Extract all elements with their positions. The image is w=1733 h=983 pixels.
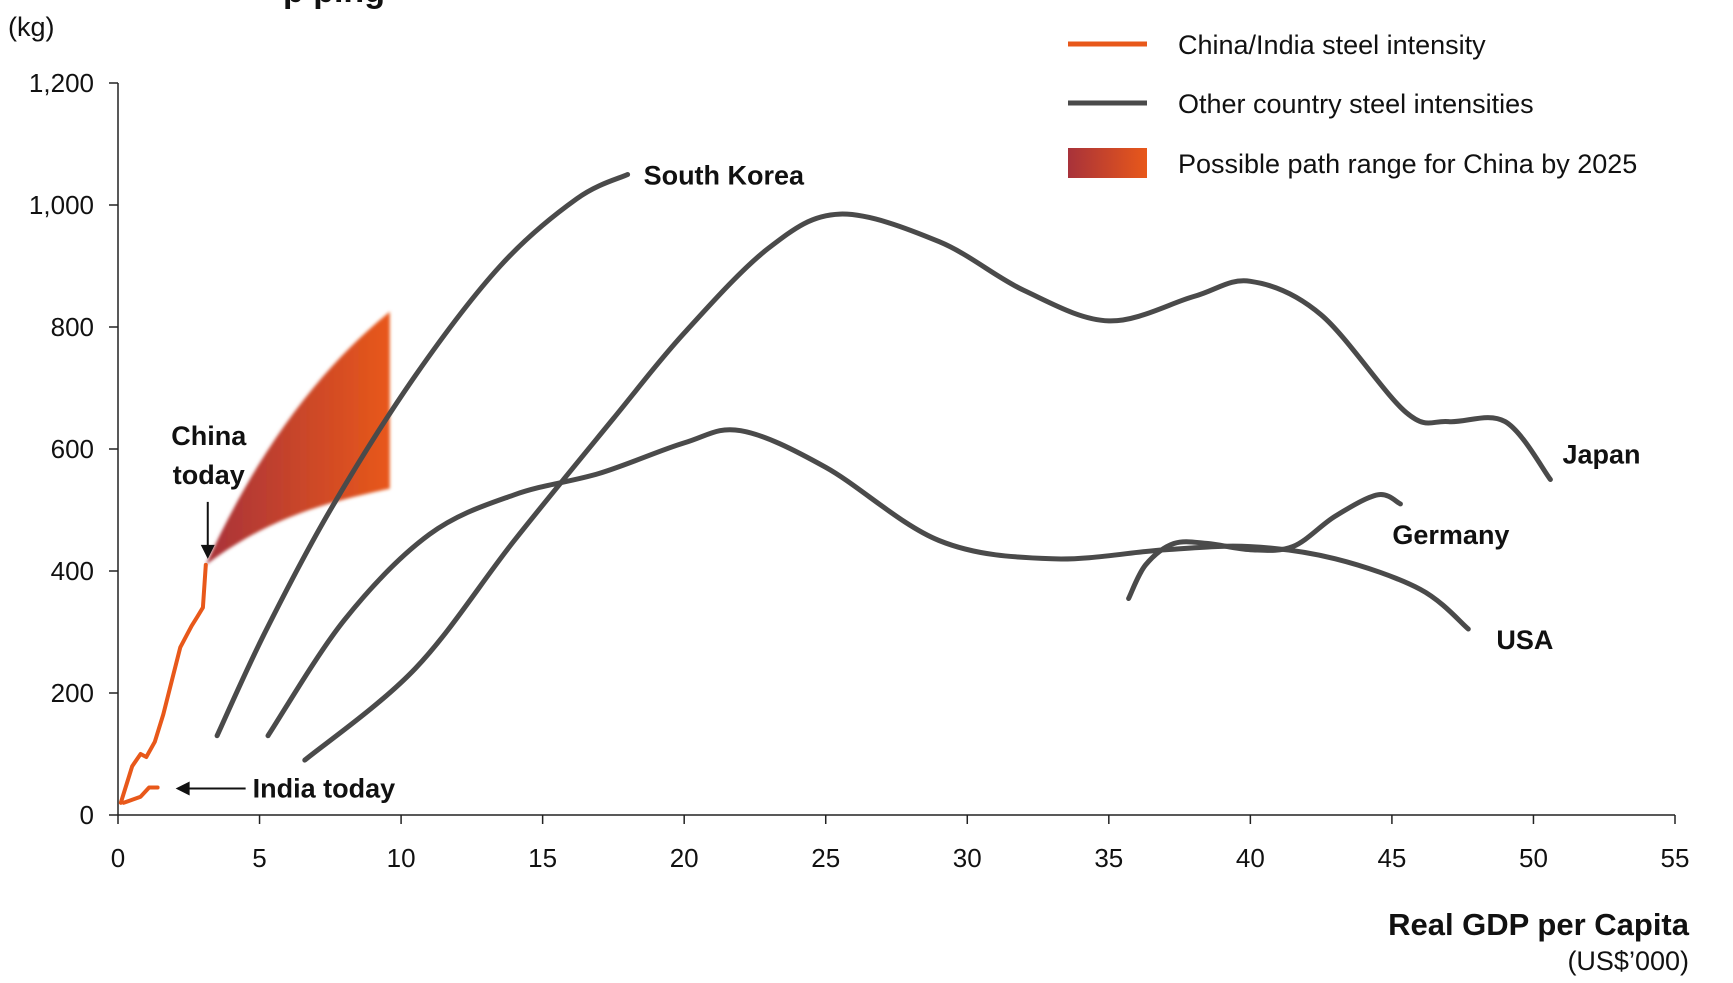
x-tick-label: 10 [387,843,416,873]
x-tick-label: 40 [1236,843,1265,873]
series-lines [118,172,1553,805]
x-tick-label: 0 [111,843,125,873]
x-axis-title: Real GDP per Capita [1388,907,1690,942]
annotation-china-today-line: today [173,460,245,490]
range-area-shape [205,311,390,565]
label-usa: USA [1496,625,1553,655]
y-axis-unit-label: (kg) [8,12,55,42]
x-tick-label: 35 [1094,843,1123,873]
label-south-korea: South Korea [644,161,805,191]
india-today-arrow-head [175,781,190,796]
y-tick-label: 600 [51,434,94,464]
y-tick-label: 200 [51,678,94,708]
annotations: China today India today [171,421,395,804]
x-tick-label: 50 [1519,843,1548,873]
legend-label: Possible path range for China by 2025 [1178,149,1637,179]
x-tick-label: 20 [670,843,699,873]
x-tick-label: 15 [528,843,557,873]
label-germany: Germany [1392,520,1509,550]
series-line-germany [1126,492,1403,601]
legend: China/India steel intensity Other country… [1068,30,1637,179]
x-tick-label: 30 [953,843,982,873]
y-tick-label: 400 [51,556,94,586]
annotation-china-today-line: China [171,421,247,451]
china-2025-range-area [205,311,390,565]
x-tick-label: 45 [1377,843,1406,873]
series-line-india [121,785,160,805]
label-japan: Japan [1562,440,1640,470]
legend-label: China/India steel intensity [1178,30,1486,60]
chart-title-fragment: p ping [283,0,385,10]
y-tick-label: 1,200 [29,68,94,98]
annotation-india-today: India today [253,774,396,804]
axes: 0 200 400 600 800 1,000 1,200 0 5 10 15 20 25 30 35 40 4… [29,68,1690,873]
y-tick-label: 1,000 [29,190,94,220]
x-tick-label: 5 [252,843,266,873]
series-line-japan [302,211,1553,763]
series-line-usa [265,427,1471,739]
china-today-arrow-head [200,544,215,559]
series-line-south-korea [214,172,631,739]
series-labels: South Korea Japan Germany USA [644,161,1641,655]
x-axis-unit: (US$’000) [1567,946,1689,976]
x-tick-label: 55 [1661,843,1690,873]
series-line-china [118,562,208,805]
y-tick-label: 0 [80,800,94,830]
legend-label: Other country steel intensities [1178,89,1534,119]
y-tick-label: 800 [51,312,94,342]
x-tick-label: 25 [811,843,840,873]
legend-swatch-area [1068,148,1147,178]
